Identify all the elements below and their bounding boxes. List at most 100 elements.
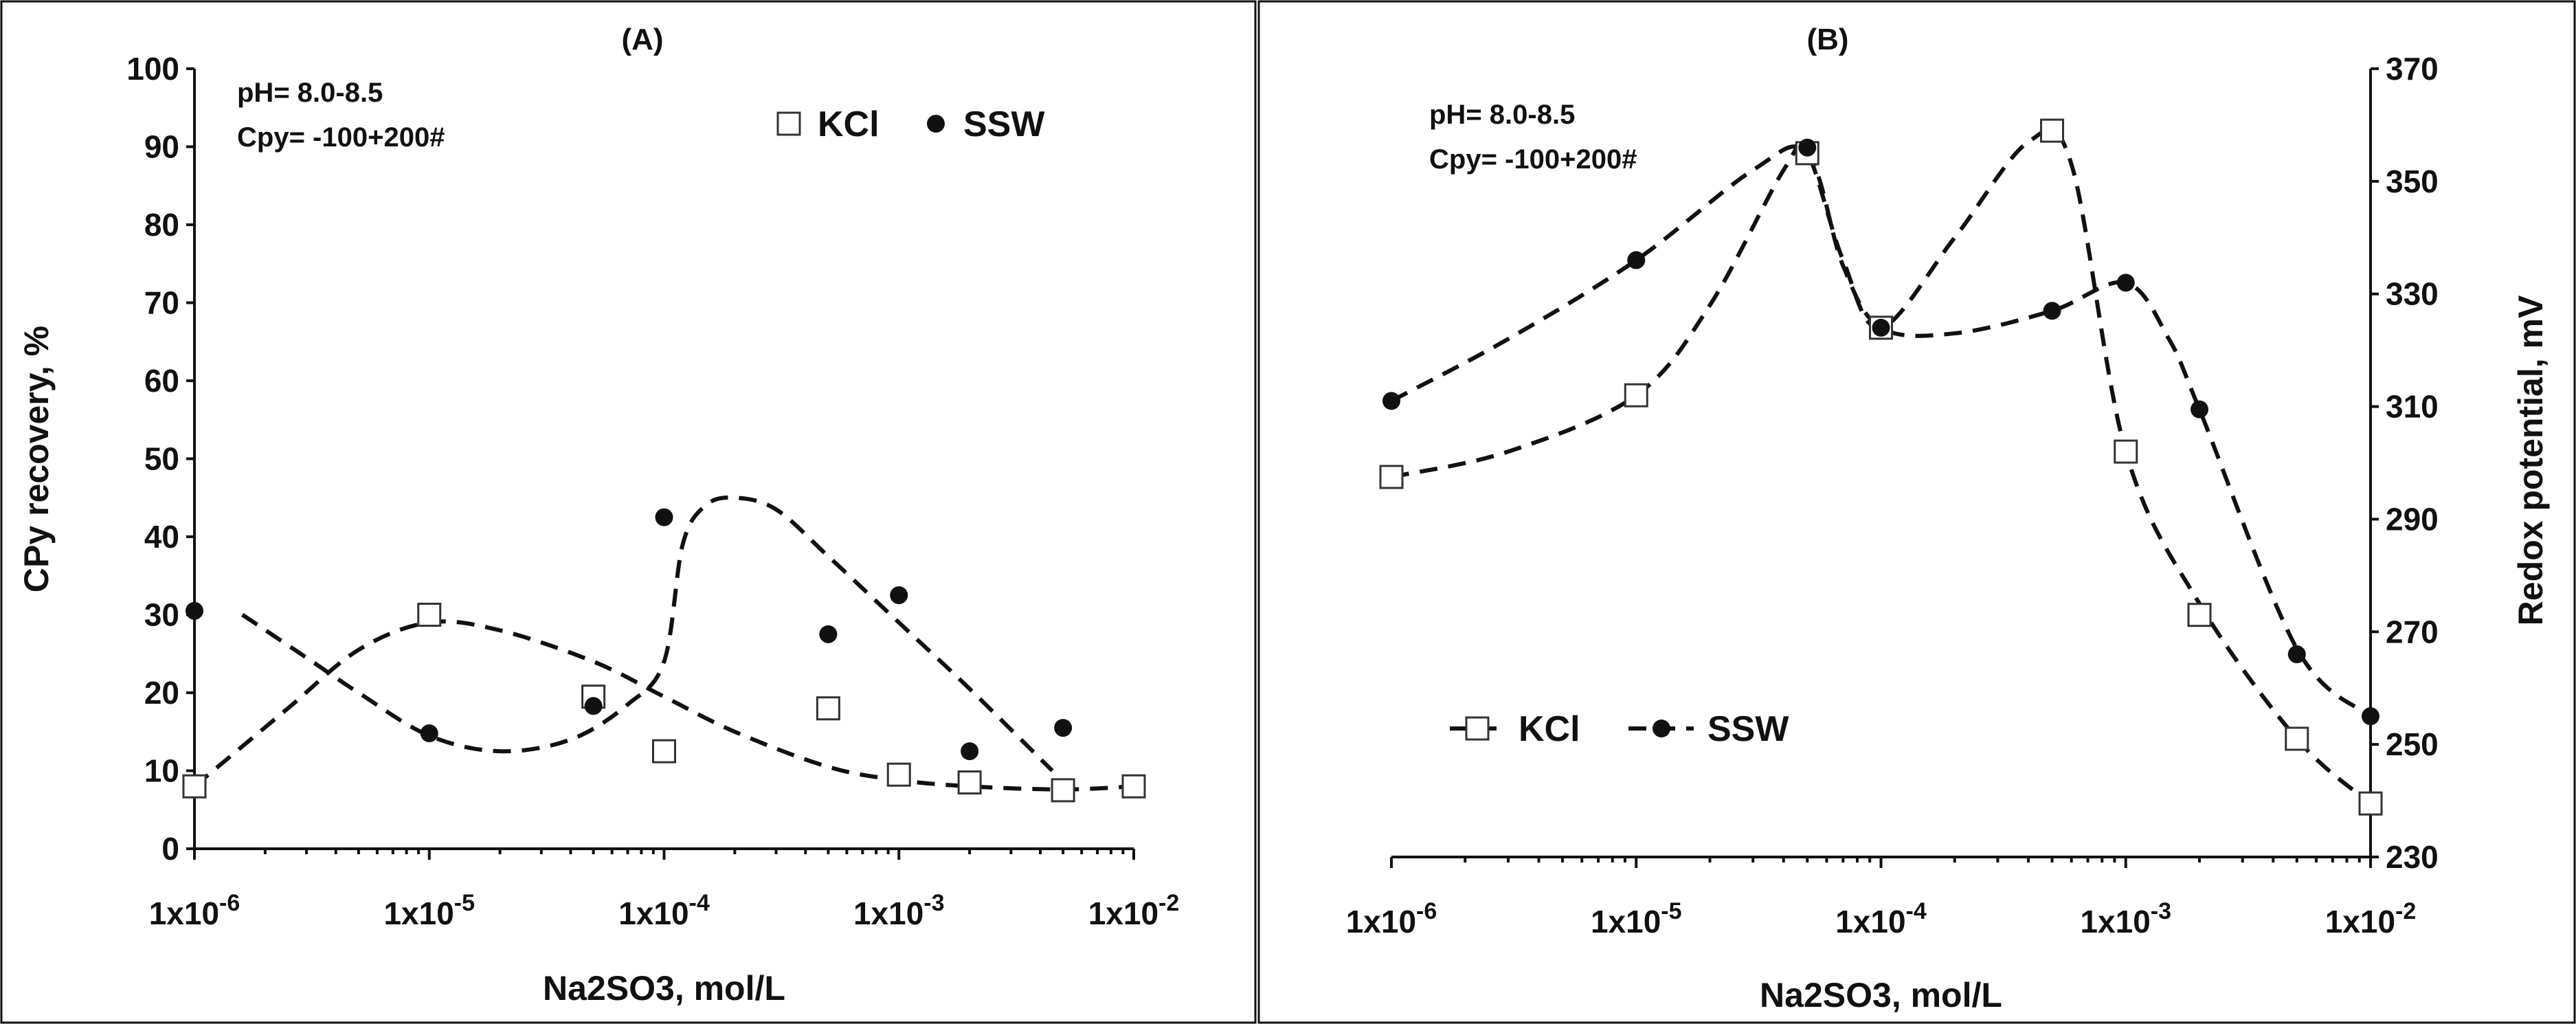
data-point-ssw bbox=[819, 625, 838, 643]
x-tick-base: 1x10 bbox=[149, 895, 219, 931]
condition-annotation: Cpy= -100+200# bbox=[1429, 144, 1637, 175]
legend-marker-ssw bbox=[1653, 720, 1670, 737]
x-tick-base: 1x10 bbox=[1591, 904, 1661, 939]
data-point-kcl bbox=[1379, 465, 1404, 489]
x-tick-label: 1x10-4 bbox=[618, 890, 710, 931]
x-tick-exponent: -4 bbox=[1906, 898, 1927, 924]
condition-annotation: pH= 8.0-8.5 bbox=[237, 78, 383, 108]
data-point-kcl bbox=[2285, 726, 2309, 751]
data-point-kcl bbox=[2358, 791, 2383, 816]
data-point-ssw bbox=[1054, 719, 1073, 737]
data-point-kcl bbox=[957, 770, 982, 795]
x-tick-label: 1x10-6 bbox=[1346, 898, 1437, 939]
data-point-kcl bbox=[2040, 118, 2065, 143]
y-tick-label: 50 bbox=[144, 441, 179, 477]
x-tick-base: 1x10 bbox=[383, 895, 453, 931]
y-axis-title: CPy recovery, % bbox=[17, 326, 56, 592]
data-point-kcl bbox=[1624, 383, 1648, 408]
y-tick-label: 370 bbox=[2386, 51, 2439, 87]
data-point-ssw bbox=[420, 724, 438, 743]
x-tick-label: 1x10-3 bbox=[2080, 898, 2171, 939]
x-tick-exponent: -5 bbox=[1661, 898, 1681, 924]
x-tick-base: 1x10 bbox=[1346, 904, 1416, 939]
trend-line-ssw bbox=[241, 496, 1054, 772]
x-tick-label: 1x10-5 bbox=[1591, 898, 1682, 939]
data-point-kcl bbox=[182, 774, 207, 799]
y-tick-label: 350 bbox=[2386, 164, 2439, 199]
y-tick-label: 250 bbox=[2386, 726, 2439, 762]
data-point-ssw bbox=[1627, 251, 1646, 269]
y-tick-label: 20 bbox=[144, 675, 179, 711]
data-point-ssw bbox=[186, 601, 203, 620]
x-tick-exponent: -2 bbox=[1158, 890, 1179, 916]
y-tick-label: 70 bbox=[144, 285, 179, 321]
x-tick-base: 1x10 bbox=[2325, 904, 2395, 939]
x-tick-label: 1x10-4 bbox=[1835, 898, 1927, 939]
x-tick-label: 1x10-2 bbox=[1088, 890, 1180, 931]
data-point-kcl bbox=[2187, 603, 2212, 627]
panel-border bbox=[0, 0, 1257, 1024]
x-tick-base: 1x10 bbox=[618, 895, 688, 931]
data-point-kcl bbox=[886, 762, 911, 787]
y-tick-label: 30 bbox=[144, 597, 179, 633]
y-tick-label: 0 bbox=[161, 831, 179, 867]
x-tick-label: 1x10-3 bbox=[853, 890, 945, 931]
x-tick-exponent: -6 bbox=[219, 890, 240, 916]
data-point-kcl bbox=[417, 603, 442, 627]
legend-label-ssw: SSW bbox=[963, 104, 1045, 144]
x-tick-exponent: -3 bbox=[923, 890, 944, 916]
data-point-ssw bbox=[655, 508, 673, 526]
data-point-ssw bbox=[1872, 318, 1890, 337]
x-tick-base: 1x10 bbox=[2080, 904, 2150, 939]
x-tick-exponent: -5 bbox=[454, 890, 475, 916]
data-point-ssw bbox=[890, 586, 908, 605]
x-tick-exponent: -2 bbox=[2395, 898, 2416, 924]
x-tick-base: 1x10 bbox=[1835, 904, 1905, 939]
x-axis-title: Na2SO3, mol/L bbox=[543, 969, 785, 1008]
data-point-ssw bbox=[1798, 138, 1817, 157]
y-tick-label: 90 bbox=[144, 129, 179, 165]
trend-line-kcl bbox=[1391, 127, 2372, 805]
data-point-ssw bbox=[2116, 274, 2135, 292]
y-tick-label: 290 bbox=[2386, 501, 2439, 537]
panel-title: (B) bbox=[1806, 23, 1848, 56]
legend-label-ssw: SSW bbox=[1707, 709, 1789, 749]
y-tick-label: 230 bbox=[2386, 839, 2439, 875]
y-tick-label: 330 bbox=[2386, 276, 2439, 312]
legend: KCl SSW bbox=[776, 104, 1045, 144]
data-point-ssw bbox=[584, 697, 603, 715]
legend-marker-kcl bbox=[776, 111, 801, 136]
y-tick-label: 100 bbox=[126, 51, 179, 87]
data-point-ssw bbox=[2287, 645, 2306, 664]
data-point-kcl bbox=[1051, 778, 1075, 803]
x-tick-label: 1x10-6 bbox=[149, 890, 240, 931]
x-tick-exponent: -4 bbox=[689, 890, 710, 916]
legend-marker-kcl bbox=[1465, 716, 1490, 741]
x-axis-title: Na2SO3, mol/L bbox=[1760, 976, 2002, 1014]
data-point-ssw bbox=[1382, 392, 1400, 410]
legend: KCl SSW bbox=[1450, 709, 1789, 749]
x-tick-label: 1x10-2 bbox=[2325, 898, 2417, 939]
y-axis-title: Redox potential, mV bbox=[2511, 295, 2550, 625]
data-point-kcl bbox=[2114, 439, 2138, 464]
legend-label-kcl: KCl bbox=[1519, 709, 1580, 749]
x-tick-base: 1x10 bbox=[853, 895, 923, 931]
y-tick-label: 270 bbox=[2386, 614, 2439, 649]
panel-border bbox=[1257, 0, 2576, 1024]
y-tick-label: 10 bbox=[144, 753, 179, 789]
data-point-kcl bbox=[652, 739, 676, 764]
data-point-ssw bbox=[961, 742, 979, 761]
x-tick-exponent: -3 bbox=[2151, 898, 2171, 924]
x-tick-label: 1x10-5 bbox=[383, 890, 475, 931]
y-tick-label: 40 bbox=[144, 519, 179, 555]
data-point-ssw bbox=[2190, 400, 2208, 419]
y-tick-label: 310 bbox=[2386, 389, 2439, 425]
x-tick-exponent: -6 bbox=[1416, 898, 1437, 924]
condition-annotation: pH= 8.0-8.5 bbox=[1429, 100, 1575, 130]
legend-marker-ssw bbox=[927, 115, 945, 133]
trend-line-kcl bbox=[193, 619, 1134, 792]
data-point-ssw bbox=[2362, 707, 2379, 726]
data-point-ssw bbox=[2043, 302, 2061, 320]
